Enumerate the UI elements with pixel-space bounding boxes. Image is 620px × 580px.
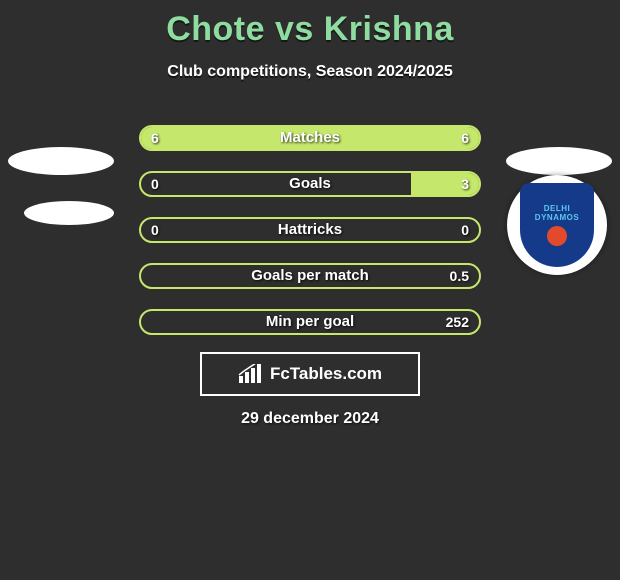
stat-row: 03Goals [139, 171, 481, 197]
page-title: Chote vs Krishna [0, 0, 620, 49]
right-team-crest: DELHI DYNAMOS [502, 170, 612, 280]
stat-label: Goals per match [141, 265, 479, 287]
stat-value-right: 252 [446, 311, 469, 333]
subtitle: Club competitions, Season 2024/2025 [0, 63, 620, 81]
stat-row: 66Matches [139, 125, 481, 151]
stat-row: 0 0Hattricks [139, 217, 481, 243]
stat-value-left: 0 [151, 173, 159, 195]
stat-fill-left [141, 127, 310, 149]
left-player-placeholder-mid [14, 158, 124, 268]
stat-row: 252Min per goal [139, 309, 481, 335]
bar-chart-icon [238, 364, 264, 384]
stat-value-right: 0 [461, 219, 469, 241]
stat-fill-right [411, 173, 479, 195]
ellipse-icon [24, 201, 114, 225]
crest-ball-icon [547, 226, 567, 246]
stat-value-left: 0 [151, 219, 159, 241]
stat-fill-right [310, 127, 479, 149]
crest-label: DELHI DYNAMOS [535, 204, 579, 222]
branding-text: FcTables.com [270, 364, 382, 384]
crest-badge: DELHI DYNAMOS [507, 175, 607, 275]
date-label: 29 december 2024 [0, 410, 620, 428]
branding-badge: FcTables.com [200, 352, 420, 396]
stat-value-right: 0.5 [450, 265, 469, 287]
stats-panel: 66Matches03Goals00Hattricks0.5Goals per … [139, 125, 481, 355]
crest-shield: DELHI DYNAMOS [520, 183, 594, 267]
stat-row: 0.5Goals per match [139, 263, 481, 289]
stat-label: Min per goal [141, 311, 479, 333]
stat-label: Hattricks [141, 219, 479, 241]
